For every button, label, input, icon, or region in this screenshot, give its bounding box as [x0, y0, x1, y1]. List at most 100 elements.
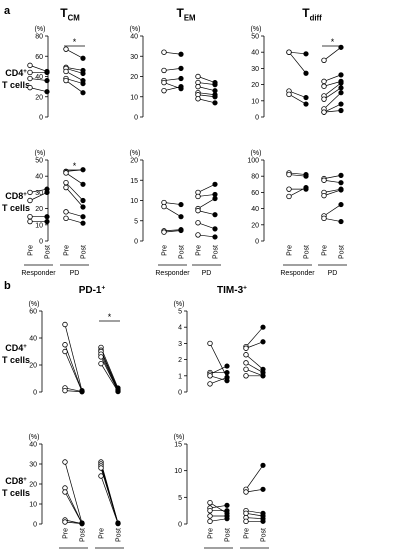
y-unit-label: (%): [130, 26, 141, 33]
y-unit-label: (%): [35, 26, 46, 33]
y-tick-label: 20: [29, 482, 37, 489]
title-main: T: [302, 6, 310, 20]
pre-point: [195, 73, 201, 80]
x-tick-label: Pre: [28, 245, 35, 256]
col-title-tem: TEM: [176, 6, 195, 23]
title-sub: diff: [310, 14, 323, 23]
y-tick-label: 0: [134, 239, 138, 246]
pair-line: [65, 48, 84, 59]
pre-point: [243, 518, 249, 525]
pair-line: [197, 94, 216, 98]
y-tick-label: 4: [178, 325, 182, 332]
post-point: [338, 187, 344, 193]
pre-point: [243, 360, 249, 366]
pre-point: [207, 513, 213, 519]
post-point: [212, 226, 218, 232]
pre-point: [195, 96, 201, 102]
pair-line: [323, 82, 342, 97]
pair-line: [64, 351, 83, 392]
x-tick-label: Pre: [99, 528, 106, 539]
pair-line: [245, 517, 264, 520]
y-tick-label: 2: [178, 357, 182, 364]
y-tick-label: 0: [134, 115, 138, 122]
pre-point: [161, 49, 167, 55]
post-point: [224, 508, 230, 514]
subplot-3: 0 10 20 30 40 50(%) * Pre Post Pre Post Responder PD: [21, 150, 89, 277]
post-point: [44, 77, 50, 84]
title-main: T: [176, 6, 184, 20]
x-tick-label: Post: [213, 245, 220, 259]
post-point: [303, 184, 309, 191]
subplot-0: 0 20 40 60 80(%) *: [27, 26, 86, 122]
y-tick-label: 100: [247, 158, 259, 165]
y-tick-label: 80: [35, 34, 43, 41]
post-point: [224, 516, 230, 522]
pair-line: [65, 78, 84, 84]
title-sub: +: [102, 285, 106, 292]
sig-marker: *: [73, 37, 77, 47]
pre-point: [243, 489, 249, 495]
pair-line: [209, 518, 228, 522]
y-tick-label: 30: [29, 462, 37, 469]
x-tick-label: Pre: [162, 245, 169, 256]
post-point: [80, 90, 86, 96]
post-point: [178, 201, 184, 208]
pre-point: [98, 360, 104, 367]
pair-line: [245, 326, 264, 347]
pair-line: [64, 344, 83, 392]
title-main: PD-1: [79, 285, 102, 296]
y-tick-label: 80: [251, 174, 259, 181]
pair-line: [288, 51, 307, 74]
post-point: [260, 462, 266, 468]
pair-line: [65, 67, 84, 71]
pair-line: [209, 502, 228, 514]
x-tick-label: Pre: [244, 528, 251, 539]
title-main: T: [60, 6, 68, 20]
pair-line: [163, 206, 182, 218]
pair-line: [197, 82, 216, 85]
pair-line: [197, 234, 216, 238]
pre-point: [63, 170, 69, 176]
pair-line: [323, 47, 342, 61]
pair-line: [323, 92, 342, 110]
pre-point: [161, 67, 167, 74]
post-point: [44, 218, 50, 225]
x-tick-label: Pre: [208, 528, 215, 539]
pre-point: [161, 79, 167, 86]
pair-line: [245, 341, 264, 349]
row-label-b-cd4: CD4+: [5, 343, 27, 353]
post-point: [80, 181, 86, 187]
post-point: [212, 81, 218, 88]
y-tick-label: 10: [251, 98, 259, 105]
y-tick-label: 50: [35, 158, 43, 165]
pair-line: [288, 51, 307, 55]
post-point: [224, 363, 230, 369]
pair-line: [209, 375, 228, 381]
x-tick-label: Post: [81, 245, 88, 259]
y-tick-label: 40: [251, 206, 259, 213]
post-point: [212, 100, 218, 106]
pair-line: [100, 354, 119, 391]
pair-line: [197, 86, 216, 92]
group-label: Responder: [155, 270, 190, 277]
pair-line: [29, 78, 48, 81]
pair-line: [29, 188, 48, 193]
pre-point: [27, 213, 33, 220]
pair-line: [209, 365, 228, 375]
pair-line: [323, 103, 342, 113]
x-tick-label: Post: [339, 245, 346, 259]
post-point: [212, 195, 218, 202]
post-point: [338, 90, 344, 96]
pre-point: [321, 78, 327, 85]
pair-line: [163, 229, 182, 232]
pair-line: [65, 182, 84, 201]
y-unit-label: (%): [174, 434, 185, 441]
post-point: [303, 70, 309, 76]
post-point: [44, 89, 50, 95]
y-unit-label: (%): [251, 26, 262, 33]
pre-point: [321, 192, 327, 199]
group-label: Responder: [21, 270, 56, 277]
subplot-6: 0 20 40 60(%) *: [29, 301, 121, 397]
post-point: [224, 502, 230, 508]
y-tick-label: 20: [251, 82, 259, 89]
